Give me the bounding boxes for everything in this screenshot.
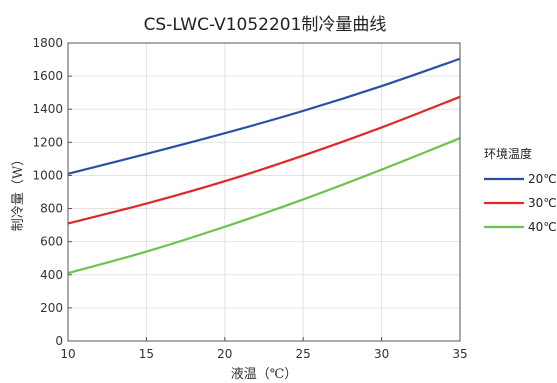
chart-title: CS-LWC-V1052201制冷量曲线 (144, 15, 387, 35)
grid-layer (67, 42, 461, 342)
series-line-3 (67, 137, 461, 275)
y-tick-labels: 0 200 400 600 800 1000 1200 1400 1600 1800 (32, 36, 63, 348)
y-tick-label: 1000 (32, 168, 63, 182)
x-tick-label: 35 (452, 347, 467, 361)
y-tick-label: 1600 (32, 69, 63, 83)
y-tick-label: 0 (55, 334, 63, 348)
x-tick-label: 10 (60, 347, 75, 361)
y-tick-label: 1200 (32, 135, 63, 149)
legend-items: 20℃ 30℃ 40℃ (484, 172, 557, 234)
y-tick-label: 1800 (32, 36, 63, 50)
legend: 环境温度 20℃ 30℃ 40℃ (484, 146, 557, 234)
x-tick-label: 15 (139, 347, 154, 361)
y-axis-label: 制冷量（W） (11, 153, 26, 231)
legend-label-2: 30℃ (528, 196, 557, 210)
y-tick-label: 800 (40, 202, 63, 216)
x-axis-label: 液温（℃） (231, 367, 298, 382)
legend-title: 环境温度 (484, 146, 532, 161)
legend-label-3: 40℃ (528, 220, 557, 234)
series-line-1 (67, 57, 461, 175)
x-tick-label: 25 (296, 347, 311, 361)
y-tick-label: 600 (40, 235, 63, 249)
y-tick-label: 200 (40, 301, 63, 315)
series-line-2 (67, 95, 461, 225)
x-tick-label: 20 (217, 347, 232, 361)
y-tick-label: 1400 (32, 102, 63, 116)
legend-label-1: 20℃ (528, 172, 557, 186)
x-tick-labels: 10 15 20 25 30 35 (60, 347, 467, 361)
y-tick-label: 400 (40, 268, 63, 282)
x-tick-label: 30 (374, 347, 389, 361)
plot-frame (67, 42, 461, 342)
series-layer (67, 57, 461, 275)
